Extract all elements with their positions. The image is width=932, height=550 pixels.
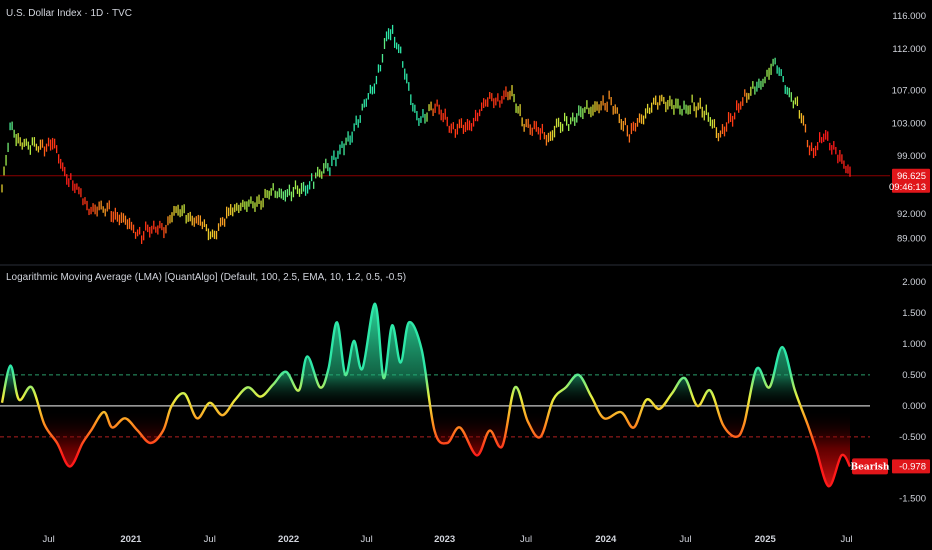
time-tick-label: Jul <box>520 534 532 545</box>
time-axis: Jul 2021 Jul 2022 Jul 2023 Jul 2024 Jul 2025 Jul <box>43 534 853 545</box>
indicator-tick-label: -0.500 <box>899 432 926 443</box>
indicator-tick-label: -1.500 <box>899 494 926 505</box>
price-tick-label: 99.000 <box>897 151 926 162</box>
indicator-tick-label: 1.000 <box>902 339 926 350</box>
indicator-tick-label: 2.000 <box>902 277 926 288</box>
signal-label: Bearish <box>851 462 890 472</box>
price-tick-label: 116.000 <box>892 11 926 22</box>
indicator-title[interactable]: Logarithmic Moving Average (LMA) [QuantA… <box>6 272 407 283</box>
chart-title: U.S. Dollar Index · 1D · TVC <box>6 8 132 19</box>
indicator-pane: Bearish <box>0 302 890 488</box>
last-value-label: -0.978 <box>899 461 926 472</box>
lma-fill-positive <box>2 303 850 410</box>
time-tick-label: 2025 <box>755 534 777 545</box>
indicator-axis: 2.000 1.500 1.000 0.500 0.000 -0.500 -1.500 -0.… <box>892 277 930 505</box>
time-tick-label: 2023 <box>434 534 455 545</box>
indicator-tick-label: 1.500 <box>902 308 926 319</box>
signal-label-badge <box>852 458 888 475</box>
indicator-tick-label: 0.500 <box>902 370 926 381</box>
indicator-tick-label: 0.000 <box>902 401 926 412</box>
time-tick-label: Jul <box>43 534 55 545</box>
time-tick-label: 2021 <box>120 534 142 545</box>
last-price-label: 96.625 <box>897 171 926 182</box>
last-value-badge <box>892 459 930 474</box>
time-tick-label: Jul <box>841 534 853 545</box>
price-tick-label: 112.000 <box>892 44 926 55</box>
price-axis: 116.000 112.000 107.000 103.000 99.000 92.000… <box>889 11 930 245</box>
countdown-label: 09:46:13 <box>889 182 926 193</box>
time-tick-label: 2022 <box>278 534 299 545</box>
price-tick-label: 103.000 <box>892 118 926 129</box>
price-tick-label: 92.000 <box>897 209 926 220</box>
time-tick-label: Jul <box>679 534 691 545</box>
lma-fill-negative <box>39 410 850 487</box>
price-tick-label: 89.000 <box>897 234 926 245</box>
lma-line <box>0 302 852 488</box>
time-tick-label: Jul <box>361 534 373 545</box>
price-pane <box>0 24 890 244</box>
price-tick-label: 107.000 <box>892 85 926 96</box>
time-tick-label: 2024 <box>595 534 617 545</box>
time-tick-label: Jul <box>204 534 216 545</box>
last-price-badge <box>892 168 930 193</box>
